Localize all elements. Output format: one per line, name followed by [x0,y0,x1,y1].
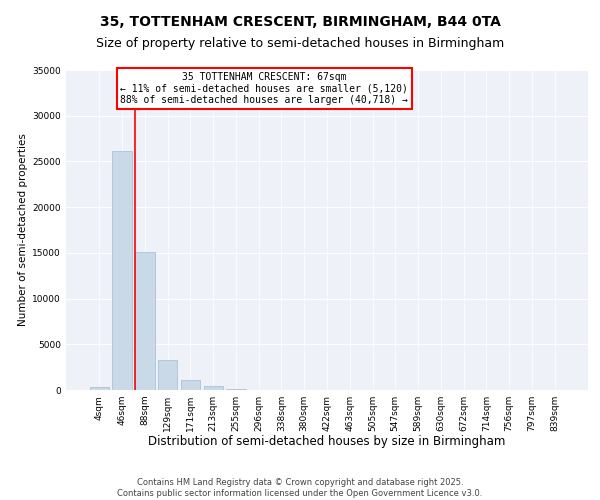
Text: 35, TOTTENHAM CRESCENT, BIRMINGHAM, B44 0TA: 35, TOTTENHAM CRESCENT, BIRMINGHAM, B44 … [100,15,500,29]
Bar [181,380,200,390]
Bar [203,386,223,390]
Bar [158,360,178,390]
X-axis label: Distribution of semi-detached houses by size in Birmingham: Distribution of semi-detached houses by … [148,436,506,448]
Bar [135,252,155,390]
Text: Contains HM Land Registry data © Crown copyright and database right 2025.
Contai: Contains HM Land Registry data © Crown c… [118,478,482,498]
Bar [90,387,109,390]
Text: Size of property relative to semi-detached houses in Birmingham: Size of property relative to semi-detach… [96,38,504,51]
Y-axis label: Number of semi-detached properties: Number of semi-detached properties [18,134,28,326]
Bar [226,388,245,390]
Bar [112,152,132,390]
Text: 35 TOTTENHAM CRESCENT: 67sqm
← 11% of semi-detached houses are smaller (5,120)
8: 35 TOTTENHAM CRESCENT: 67sqm ← 11% of se… [121,72,408,105]
